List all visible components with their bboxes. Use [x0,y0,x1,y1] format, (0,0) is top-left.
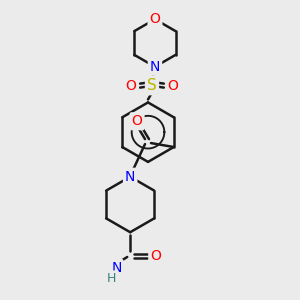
Text: O: O [149,12,161,26]
Text: O: O [167,79,178,93]
Text: O: O [151,249,161,263]
Text: S: S [147,78,157,93]
Text: N: N [125,170,135,184]
Text: H: H [107,272,116,285]
Text: N: N [150,60,160,74]
Text: O: O [126,79,136,93]
Text: N: N [111,261,122,275]
Text: O: O [132,114,142,128]
